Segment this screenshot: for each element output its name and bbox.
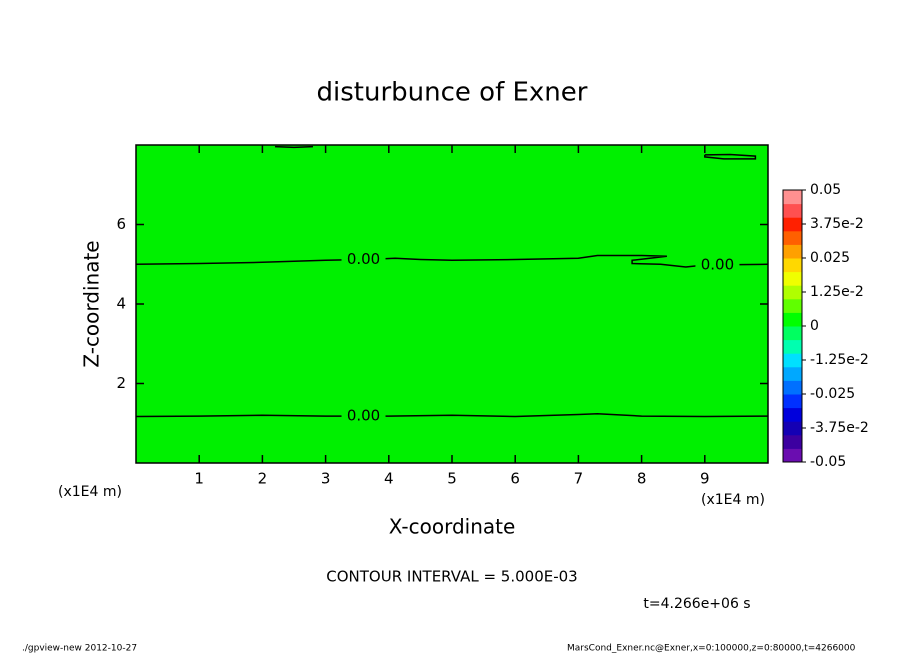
footer-right: MarsCond_Exner.nc@Exner,x=0:100000,z=0:8… bbox=[567, 644, 856, 654]
colorbar-band bbox=[783, 366, 802, 381]
contour-label-bg bbox=[341, 407, 386, 426]
colorbar-band bbox=[783, 326, 802, 341]
colorbar-band bbox=[783, 203, 802, 218]
contour-interval: CONTOUR INTERVAL = 5.000E-03 bbox=[326, 568, 577, 586]
colorbar-tick-label: 0 bbox=[810, 318, 819, 334]
contour-label: 0.00 bbox=[701, 256, 734, 274]
colorbar-band bbox=[783, 271, 802, 286]
colorbar-band bbox=[783, 339, 802, 354]
y-tick-label: 2 bbox=[116, 374, 126, 392]
contour-line bbox=[704, 153, 757, 160]
colorbar-band bbox=[783, 312, 802, 327]
y-axis-label: Z-coordinate bbox=[80, 240, 104, 367]
x-tick-label: 8 bbox=[637, 470, 647, 488]
plot-area bbox=[136, 145, 768, 463]
colorbar-band bbox=[783, 230, 802, 245]
colorbar-tick-label: -3.75e-2 bbox=[810, 420, 869, 436]
footer-left: ./gpview-new 2012-10-27 bbox=[22, 644, 137, 654]
colorbar-tick-label: -1.25e-2 bbox=[810, 352, 869, 368]
x-tick-label: 7 bbox=[574, 470, 584, 488]
time-label: t=4.266e+06 s bbox=[643, 596, 750, 612]
x-tick-label: 1 bbox=[194, 470, 204, 488]
colorbar-tick-label: -0.05 bbox=[810, 454, 846, 470]
x-unit-right: (x1E4 m) bbox=[701, 492, 765, 508]
x-axis-label: X-coordinate bbox=[389, 515, 516, 539]
colorbar-band bbox=[783, 407, 802, 422]
colorbar-tick-label: 3.75e-2 bbox=[810, 216, 864, 232]
y-tick-label: 6 bbox=[116, 215, 126, 233]
colorbar-tick-label: 1.25e-2 bbox=[810, 284, 864, 300]
colorbar-band bbox=[783, 217, 802, 232]
colorbar-band bbox=[783, 190, 802, 205]
contour-line bbox=[274, 145, 314, 149]
colorbar-band bbox=[783, 258, 802, 273]
y-tick-label: 4 bbox=[116, 295, 126, 313]
x-tick-label: 9 bbox=[700, 470, 710, 488]
contour-label: 0.00 bbox=[347, 250, 380, 268]
contour-line bbox=[135, 254, 769, 268]
contour-label-bg bbox=[341, 250, 386, 269]
contour-label: 0.00 bbox=[347, 407, 380, 425]
x-unit-left: (x1E4 m) bbox=[58, 484, 122, 500]
colorbar-band bbox=[783, 298, 802, 313]
x-tick-label: 6 bbox=[510, 470, 520, 488]
x-tick-label: 3 bbox=[321, 470, 331, 488]
contour-line bbox=[135, 412, 769, 418]
colorbar-tick-label: 0.05 bbox=[810, 182, 841, 198]
x-tick-label: 5 bbox=[447, 470, 457, 488]
colorbar-band bbox=[783, 448, 802, 463]
x-tick-label: 2 bbox=[258, 470, 268, 488]
colorbar-tick-label: 0.025 bbox=[810, 250, 850, 266]
colorbar-band bbox=[783, 421, 802, 436]
colorbar-band bbox=[783, 244, 802, 259]
chart-title: disturbunce of Exner bbox=[317, 78, 588, 108]
colorbar-tick-label: -0.025 bbox=[810, 386, 855, 402]
colorbar-band bbox=[783, 285, 802, 300]
colorbar-band bbox=[783, 380, 802, 395]
contour-label-bg bbox=[695, 256, 740, 275]
colorbar-band bbox=[783, 353, 802, 368]
colorbar-band bbox=[783, 394, 802, 409]
colorbar-band bbox=[783, 434, 802, 449]
x-tick-label: 4 bbox=[384, 470, 394, 488]
